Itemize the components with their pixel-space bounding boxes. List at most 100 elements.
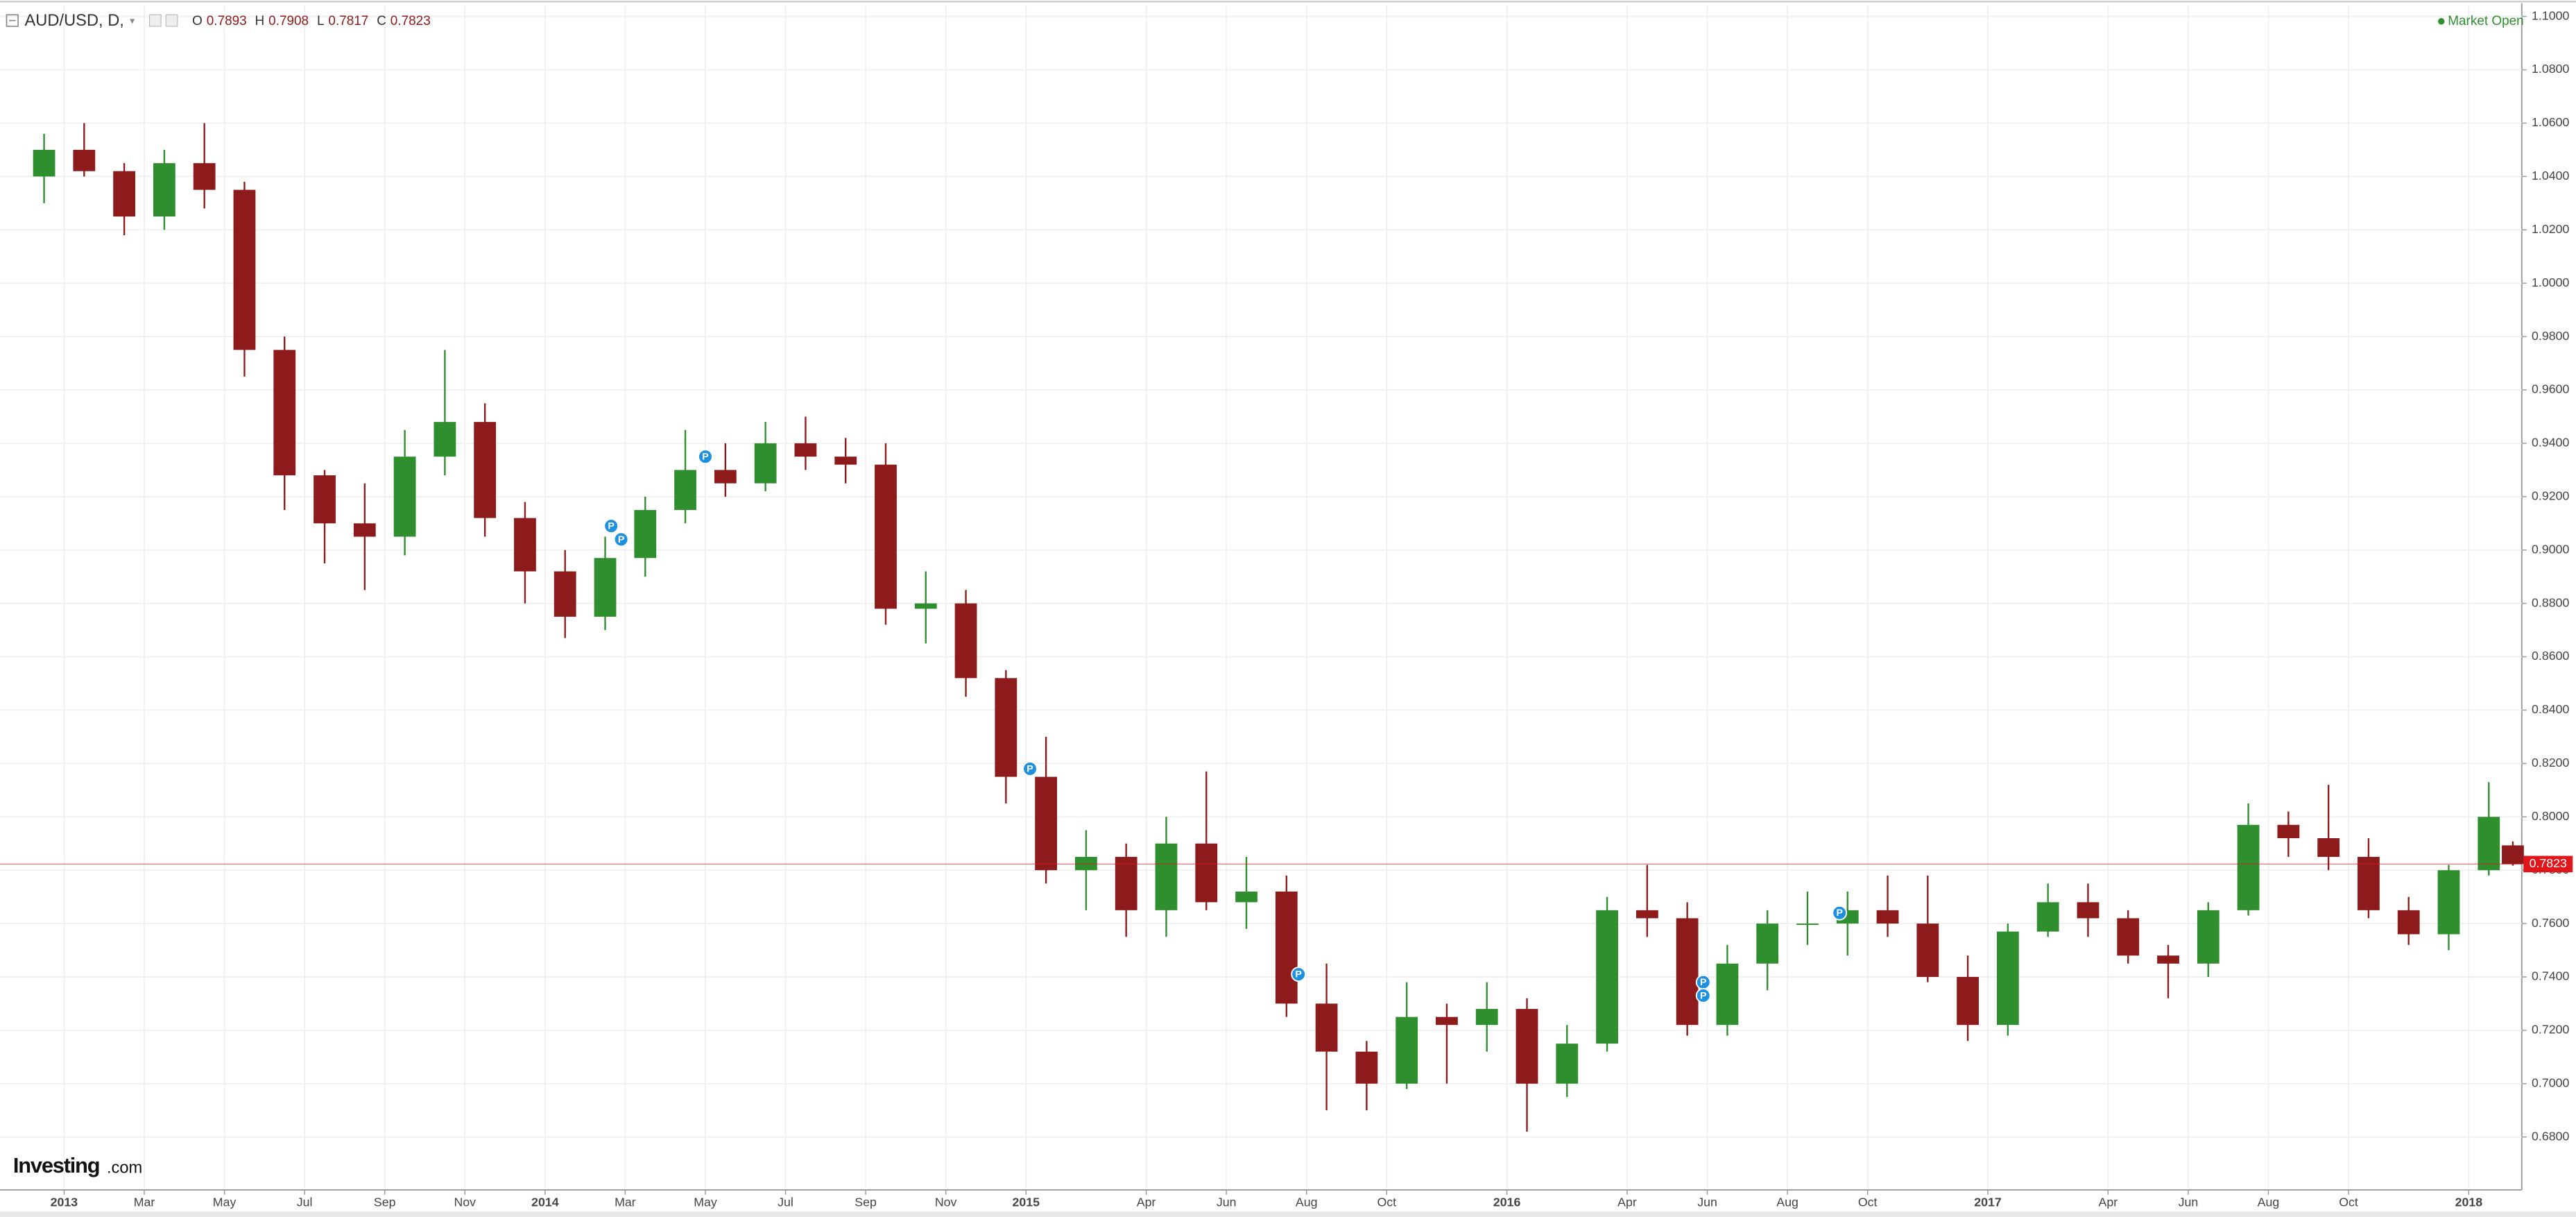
dropdown-arrow[interactable]: ▾ <box>130 16 135 27</box>
y-tick-label: 0.7600 <box>2532 916 2569 930</box>
ohlc-values: O 0.7893 H 0.7908 L 0.7817 C 0.7823 <box>192 14 431 28</box>
x-tick-label: Jun <box>1217 1195 1237 1209</box>
candle-body <box>1916 924 1939 977</box>
x-tick-label: Mar <box>615 1195 636 1209</box>
x-tick-label: Sep <box>374 1195 396 1209</box>
candle-body <box>1315 1003 1338 1052</box>
event-label: P <box>608 521 614 532</box>
ohlc-value: 0.7908 <box>268 14 309 28</box>
ohlc-key: C <box>377 14 386 28</box>
y-tick-label: 0.6800 <box>2532 1129 2569 1143</box>
candle-body <box>1355 1051 1378 1084</box>
grid: 0.68000.70000.72000.74000.76000.78000.80… <box>0 5 2569 1209</box>
ohlc-key: L <box>317 14 325 28</box>
candle-body <box>1155 843 1178 910</box>
x-tick-label: Apr <box>2099 1195 2118 1209</box>
ohlc-key: H <box>255 14 265 28</box>
event-marker[interactable] <box>1291 967 1307 982</box>
candle-body <box>1716 963 1739 1025</box>
event-marker[interactable] <box>603 518 619 534</box>
candle-body <box>1195 843 1218 903</box>
candle-body <box>393 457 416 537</box>
event-marker[interactable] <box>698 449 713 465</box>
candle-body <box>433 422 456 457</box>
candle-body <box>1756 924 1779 964</box>
y-tick-label: 0.7000 <box>2532 1075 2569 1089</box>
candle-body <box>2397 910 2420 935</box>
candle-body <box>914 603 937 609</box>
x-tick-label: Jun <box>2179 1195 2199 1209</box>
x-tick-label: 2016 <box>1493 1195 1521 1209</box>
footer-strip <box>0 1211 2576 1217</box>
candle-body <box>33 149 55 177</box>
event-label: P <box>1295 969 1301 980</box>
candle-body <box>193 163 216 190</box>
candle-body <box>2437 870 2460 935</box>
x-tick-label: 2015 <box>1012 1195 1040 1209</box>
x-tick-label: Oct <box>2339 1195 2358 1209</box>
y-tick-label: 0.9800 <box>2532 329 2569 343</box>
ohlc-value: 0.7893 <box>207 14 247 28</box>
candle-body <box>553 571 576 617</box>
y-tick-label: 1.0400 <box>2532 169 2569 182</box>
last-price-label: 0.7823 <box>2530 856 2567 870</box>
ohlc-key: O <box>192 14 203 28</box>
candle-body <box>1676 918 1699 1025</box>
y-tick-label: 0.8600 <box>2532 649 2569 663</box>
candle-body <box>1436 1016 1458 1025</box>
x-tick-label: Sep <box>855 1195 877 1209</box>
y-tick-label: 1.1000 <box>2532 8 2569 22</box>
candle-body <box>1396 1016 1418 1084</box>
x-tick-label: 2018 <box>2455 1195 2483 1209</box>
candle-body <box>73 149 96 171</box>
event-marker[interactable] <box>1695 988 1711 1003</box>
y-tick-label: 0.9200 <box>2532 489 2569 503</box>
candle-body <box>2478 817 2500 871</box>
y-tick-label: 0.7400 <box>2532 969 2569 983</box>
candle-body <box>2237 824 2260 910</box>
x-tick-label: Aug <box>2258 1195 2280 1209</box>
candle-body <box>794 443 817 457</box>
x-tick-label: Jul <box>297 1195 313 1209</box>
candle-body <box>2036 902 2059 932</box>
y-tick-label: 0.9000 <box>2532 542 2569 556</box>
candle-body <box>954 603 977 679</box>
event-marker[interactable] <box>1022 761 1038 776</box>
x-tick-label: Oct <box>1858 1195 1878 1209</box>
candle-body <box>1035 776 1058 871</box>
candle-body <box>273 350 296 476</box>
candle-body <box>714 470 737 484</box>
candle-body <box>1997 931 2019 1025</box>
symbol: AUD/USD, D, <box>25 12 124 30</box>
event-label: P <box>1027 764 1033 775</box>
x-tick-label: 2014 <box>531 1195 559 1209</box>
candle-body <box>1796 924 1819 925</box>
candle-body <box>1556 1044 1579 1084</box>
status-dot <box>2438 18 2445 25</box>
y-tick-label: 0.8400 <box>2532 702 2569 716</box>
candle-body <box>2277 824 2300 839</box>
logo-suffix: .com <box>107 1159 142 1177</box>
logo-text: Investing <box>13 1153 99 1177</box>
close-button[interactable] <box>165 14 178 27</box>
candle-body <box>314 475 336 524</box>
y-tick-label: 0.7200 <box>2532 1023 2569 1037</box>
candle-body <box>474 422 497 518</box>
candle-body <box>1275 891 1298 1004</box>
y-tick-label: 1.0200 <box>2532 222 2569 236</box>
x-tick-label: Jun <box>1697 1195 1717 1209</box>
x-tick-label: Aug <box>1776 1195 1798 1209</box>
x-tick-label: Jul <box>778 1195 793 1209</box>
event-marker[interactable] <box>1832 905 1848 921</box>
collapse-button[interactable] <box>6 14 19 27</box>
y-tick-label: 0.8000 <box>2532 809 2569 823</box>
candle-body <box>1957 976 1980 1025</box>
x-tick-label: 2017 <box>1974 1195 2002 1209</box>
settings-button[interactable] <box>148 14 162 27</box>
event-marker[interactable] <box>613 531 629 547</box>
candle-body <box>875 464 897 609</box>
candle-body <box>2358 856 2380 910</box>
